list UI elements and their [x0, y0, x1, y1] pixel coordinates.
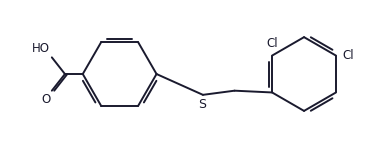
Text: O: O [42, 93, 51, 106]
Text: Cl: Cl [266, 37, 278, 50]
Text: HO: HO [32, 42, 50, 55]
Text: S: S [198, 98, 206, 111]
Text: Cl: Cl [342, 49, 353, 62]
